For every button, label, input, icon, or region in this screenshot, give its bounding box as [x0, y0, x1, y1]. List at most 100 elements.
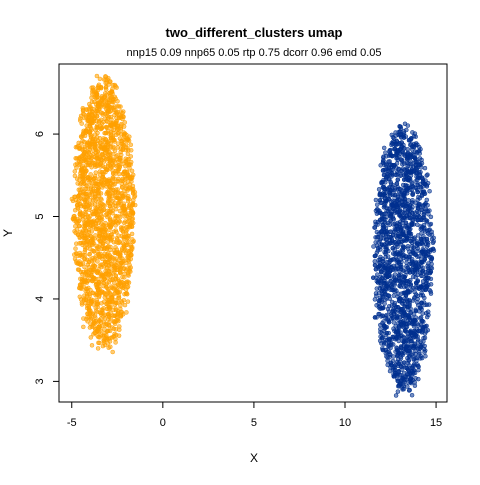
data-point — [124, 231, 129, 237]
data-point — [118, 127, 124, 132]
data-point — [100, 185, 105, 190]
data-point — [406, 137, 412, 143]
data-point — [81, 297, 87, 303]
data-point — [424, 284, 430, 289]
data-point — [121, 171, 126, 177]
data-point — [428, 265, 433, 270]
data-point — [112, 122, 117, 127]
y-axis-label: Y — [1, 229, 15, 237]
data-point — [102, 229, 108, 235]
data-point — [410, 274, 416, 280]
data-point — [126, 251, 131, 256]
data-point — [93, 233, 98, 238]
data-point — [101, 254, 107, 259]
data-point — [373, 240, 378, 245]
data-point — [75, 232, 81, 237]
data-point — [79, 286, 84, 292]
y-axis: 3 4 5 6 — [34, 131, 60, 384]
data-point — [402, 121, 408, 127]
data-point — [372, 315, 378, 320]
data-point — [373, 219, 378, 225]
data-point — [92, 256, 98, 261]
data-point — [82, 252, 88, 258]
data-point — [386, 318, 391, 323]
data-point — [423, 201, 428, 206]
data-point — [91, 324, 96, 329]
data-point — [410, 200, 415, 205]
data-point — [377, 238, 383, 243]
data-point — [404, 173, 409, 178]
data-point — [113, 110, 119, 115]
data-point — [405, 161, 411, 166]
data-point — [72, 194, 78, 200]
data-point — [398, 264, 403, 270]
data-point — [402, 146, 407, 151]
data-point — [383, 297, 388, 303]
data-point — [417, 195, 423, 201]
data-point — [375, 272, 380, 277]
data-point — [382, 301, 387, 306]
x-tick-label: 10 — [339, 417, 351, 429]
data-point — [397, 124, 402, 129]
data-point — [116, 196, 122, 202]
data-point — [404, 236, 410, 241]
series-2 — [371, 121, 437, 398]
data-point — [427, 287, 432, 293]
data-point — [416, 376, 421, 382]
data-point — [123, 156, 128, 161]
data-point — [107, 222, 113, 228]
data-point — [125, 173, 131, 179]
data-point — [376, 305, 382, 310]
data-point — [84, 269, 89, 275]
data-point — [124, 279, 129, 285]
data-point — [72, 169, 78, 174]
data-point — [405, 278, 410, 284]
data-point — [395, 184, 400, 190]
data-point — [93, 164, 98, 169]
data-point — [383, 287, 389, 292]
data-point — [407, 230, 412, 236]
data-point — [398, 173, 403, 178]
data-point — [409, 222, 415, 228]
data-point — [79, 167, 85, 172]
data-point — [114, 118, 120, 124]
data-point — [124, 227, 130, 232]
data-point — [427, 188, 432, 194]
data-point — [109, 335, 115, 340]
data-point — [421, 227, 427, 232]
data-point — [77, 241, 82, 246]
data-point — [383, 332, 389, 338]
data-point — [117, 208, 123, 214]
data-point — [105, 341, 111, 346]
data-point — [89, 258, 95, 264]
data-point — [402, 310, 407, 316]
data-point — [397, 296, 403, 301]
data-point — [122, 291, 127, 297]
data-point — [120, 146, 126, 151]
data-point — [110, 175, 116, 180]
data-point — [393, 278, 398, 283]
data-point — [104, 80, 110, 85]
data-point — [84, 183, 89, 189]
data-point — [397, 283, 402, 289]
data-point — [96, 246, 101, 252]
data-point — [104, 130, 109, 135]
data-point — [100, 262, 105, 267]
data-point — [400, 248, 406, 253]
data-point — [401, 276, 407, 282]
data-point — [390, 246, 396, 251]
data-point — [98, 217, 104, 222]
data-point — [88, 335, 94, 340]
data-point — [411, 343, 416, 349]
data-point — [112, 290, 117, 296]
data-point — [82, 171, 88, 176]
data-point — [424, 275, 429, 281]
data-point — [80, 107, 86, 113]
data-point — [118, 104, 123, 109]
data-point — [428, 214, 434, 220]
data-point — [429, 255, 434, 260]
data-point — [86, 300, 91, 306]
data-point — [79, 276, 85, 282]
data-point — [77, 294, 83, 300]
data-point — [423, 253, 429, 259]
